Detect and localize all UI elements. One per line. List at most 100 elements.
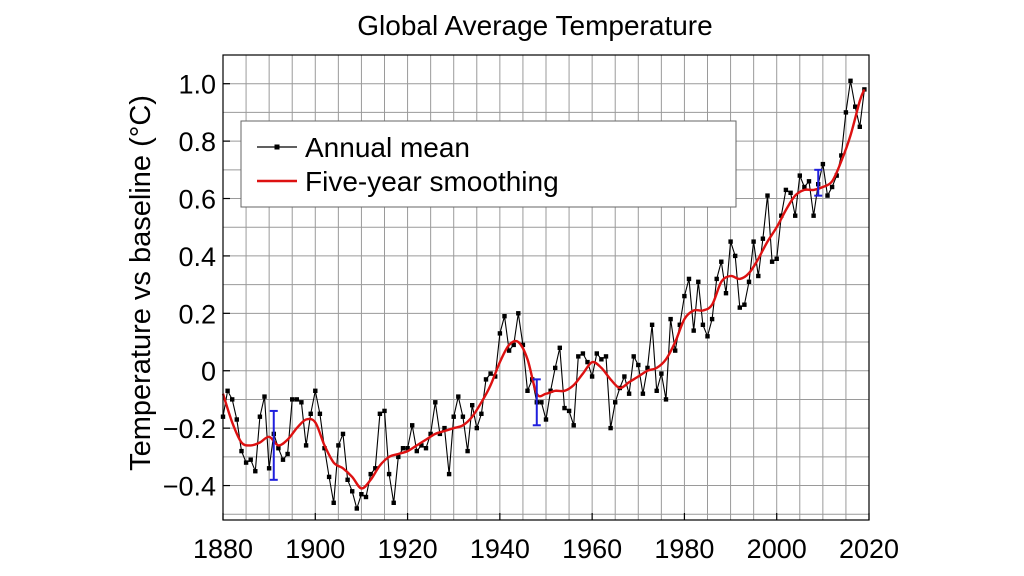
annual-mean-point	[737, 305, 742, 310]
annual-mean-point	[474, 425, 479, 431]
annual-mean-point	[225, 388, 230, 393]
annual-mean-markers	[220, 78, 867, 511]
annual-mean-point	[396, 454, 401, 460]
annual-mean-point	[668, 316, 673, 322]
annual-mean-point	[460, 414, 466, 419]
annual-mean-point	[502, 314, 507, 319]
annual-mean-point	[548, 388, 553, 393]
annual-mean-point	[843, 110, 849, 115]
uncertainty-error-bar	[269, 409, 278, 481]
annual-mean-point	[862, 87, 867, 92]
annual-mean-point	[539, 400, 544, 405]
annual-mean-point	[751, 239, 756, 244]
annual-mean-point	[290, 397, 295, 402]
annual-mean-point	[470, 403, 475, 408]
annual-mean-point	[299, 400, 304, 405]
annual-mean-point	[234, 417, 239, 422]
annual-mean-point	[594, 351, 599, 356]
annual-mean-point	[557, 345, 562, 350]
annual-mean-point	[276, 446, 281, 451]
annual-mean-point	[589, 374, 595, 379]
annual-mean-point	[382, 408, 387, 414]
annual-mean-point	[709, 316, 715, 322]
x-tick-label: 1940	[470, 534, 530, 564]
annual-mean-point	[756, 273, 761, 279]
x-tick-label: 2000	[747, 534, 807, 564]
annual-mean-point	[239, 448, 244, 454]
legend-label-five-year-smoothing: Five-year smoothing	[305, 166, 559, 197]
chart-title: Global Average Temperature	[357, 10, 712, 41]
annual-mean-point	[308, 411, 313, 416]
annual-mean-point	[640, 391, 646, 396]
annual-mean-point	[553, 365, 558, 371]
annual-mean-point	[829, 184, 835, 190]
annual-mean-point	[659, 371, 664, 376]
annual-mean-point	[451, 414, 456, 419]
x-tick-label: 2020	[839, 534, 899, 564]
y-tick-label: 0.2	[178, 299, 216, 329]
annual-mean-point	[654, 388, 659, 393]
y-tick-label: 0.6	[178, 185, 216, 215]
annual-mean-point	[793, 213, 798, 218]
annual-mean-point	[428, 431, 433, 437]
annual-mean-point	[414, 448, 419, 454]
annual-mean-point	[400, 446, 406, 451]
y-axis-label: Temperature vs baseline (°C)	[125, 95, 157, 471]
annual-mean-point	[313, 388, 318, 393]
annual-mean-point	[705, 334, 710, 339]
annual-mean-point	[580, 351, 586, 356]
annual-mean-point	[456, 394, 461, 399]
annual-mean-point	[391, 500, 396, 505]
annual-mean-point	[340, 431, 346, 437]
annual-mean-point	[483, 377, 489, 382]
y-tick-label: −0.2	[163, 414, 216, 444]
y-tick-label: 0.4	[178, 242, 216, 272]
annual-mean-point	[853, 104, 858, 109]
annual-mean-point	[608, 425, 613, 431]
x-tick-label: 1980	[654, 534, 714, 564]
annual-mean-point	[317, 411, 323, 416]
annual-mean-point	[359, 492, 364, 497]
annual-mean-point	[700, 322, 706, 327]
y-tick-label: −0.4	[163, 472, 216, 502]
annual-mean-point	[742, 302, 747, 307]
annual-mean-point	[636, 362, 641, 368]
annual-mean-point	[733, 253, 738, 259]
annual-mean-point	[262, 394, 267, 399]
annual-mean-point	[825, 193, 830, 198]
annual-mean-point	[585, 359, 590, 365]
uncertainty-error-bar	[532, 378, 541, 427]
annual-mean-point	[820, 161, 826, 167]
annual-mean-point	[613, 400, 618, 405]
annual-mean-point	[802, 184, 807, 190]
annual-mean-point	[423, 446, 429, 451]
annual-mean-point	[626, 391, 632, 396]
annual-mean-point	[774, 256, 779, 261]
annual-mean-point	[488, 371, 493, 376]
annual-mean-point	[746, 279, 752, 284]
annual-mean-point	[386, 471, 392, 477]
annual-mean-point	[783, 187, 789, 193]
annual-mean-point	[603, 354, 609, 359]
annual-mean-point	[839, 153, 844, 158]
annual-mean-point	[765, 193, 770, 198]
annual-mean-point	[446, 471, 452, 477]
uncertainty-error-bar	[814, 168, 823, 197]
annual-mean-point	[363, 494, 369, 500]
y-tick-labels: −0.4 −0.2 0 0.2 0.4 0.6 0.8 1.0	[163, 70, 216, 502]
annual-mean-point	[834, 173, 839, 178]
annual-mean-point	[248, 457, 253, 462]
annual-mean-point	[294, 397, 299, 402]
annual-mean-point	[673, 348, 678, 353]
x-tick-label: 1900	[285, 534, 345, 564]
annual-mean-point	[677, 322, 682, 327]
legend: Annual mean Five-year smoothing	[240, 120, 737, 208]
data-series	[220, 78, 867, 511]
annual-mean-point	[516, 311, 521, 316]
x-tick-label: 1880	[193, 534, 253, 564]
annual-mean-point	[520, 342, 526, 348]
annual-mean-point	[437, 431, 443, 437]
annual-mean-point	[760, 236, 766, 241]
annual-mean-point	[645, 365, 650, 371]
annual-mean-point	[779, 213, 784, 218]
